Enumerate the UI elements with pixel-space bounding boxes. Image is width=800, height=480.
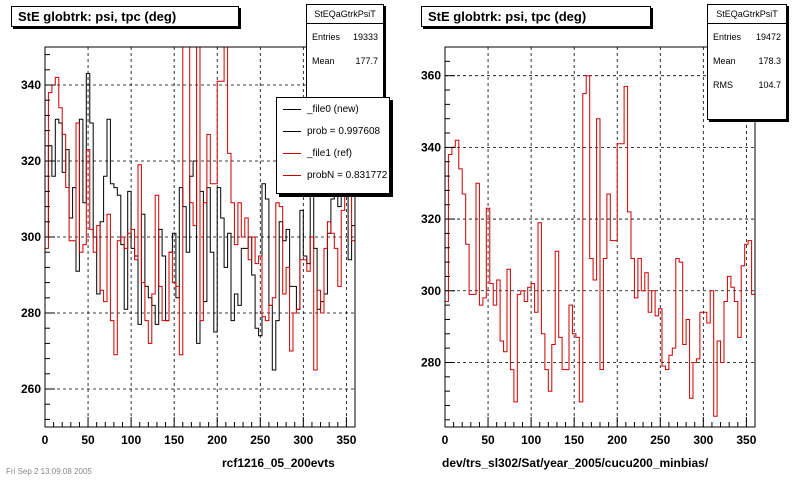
legend-label: prob = 0.997608	[307, 125, 381, 137]
footer-timestamp: Fri Sep 2 13:09:08 2005	[6, 467, 92, 476]
x-tick-label: 300	[293, 433, 313, 447]
x-tick-label: 250	[250, 433, 270, 447]
y-tick-label: 280	[421, 355, 441, 369]
x-tick-label: 200	[207, 433, 227, 447]
x-tick-label: 150	[164, 433, 184, 447]
legend: _file0 (new) prob = 0.997608 _file1 (ref…	[276, 97, 390, 194]
y-tick-label: 260	[21, 382, 41, 396]
x-tick-label: 100	[121, 433, 141, 447]
y-tick-label: 280	[21, 306, 41, 320]
legend-item: probN = 0.831772	[277, 164, 389, 186]
legend-item: prob = 0.997608	[277, 120, 389, 142]
stats-box-left: StEQaGtrkPsiT Entries 19333 Mean 177.7	[306, 4, 384, 101]
stats-mean-label: Mean	[312, 56, 335, 66]
chart-title-right: StE globtrk: psi, tpc (deg)	[421, 6, 651, 27]
y-tick-label: 320	[421, 212, 441, 226]
legend-item: _file1 (ref)	[277, 142, 389, 164]
histogram-series-ref	[445, 75, 755, 417]
legend-label: _file1 (ref)	[307, 147, 353, 159]
y-tick-label: 340	[21, 78, 41, 92]
y-tick-label: 360	[421, 69, 441, 83]
stats-entries-label: Entries	[312, 32, 341, 42]
stats-rms-label: RMS	[713, 80, 733, 90]
x-axis-title-left: rcf1216_05_200evts	[222, 456, 335, 470]
x-tick-label: 100	[521, 433, 541, 447]
stats-entries-value: 19472	[755, 32, 781, 42]
y-tick-label: 340	[421, 140, 441, 154]
x-tick-label: 350	[336, 433, 356, 447]
x-tick-label: 250	[650, 433, 670, 447]
x-tick-label: 0	[442, 433, 449, 447]
chart-title-left: StE globtrk: psi, tpc (deg)	[11, 6, 239, 27]
legend-label: probN = 0.831772	[307, 169, 388, 181]
x-tick-label: 300	[693, 433, 713, 447]
stats-entries-value: 19333	[352, 32, 378, 42]
histogram-series-ref	[45, 47, 355, 371]
y-tick-label: 320	[21, 154, 41, 168]
stats-name: StEQaGtrkPsiT	[708, 5, 786, 24]
histogram-series-new	[45, 73, 355, 371]
stats-mean-value: 177.7	[355, 56, 378, 66]
x-axis-title-right: dev/trs_sl302/Sat/year_2005/cucu200_minb…	[442, 456, 709, 470]
x-tick-label: 50	[481, 433, 495, 447]
x-tick-label: 200	[607, 433, 627, 447]
stats-mean-label: Mean	[713, 56, 736, 66]
legend-label: _file0 (new)	[307, 103, 359, 115]
stats-mean-value: 178.3	[758, 56, 781, 66]
x-tick-label: 150	[564, 433, 584, 447]
stats-name: StEQaGtrkPsiT	[307, 5, 383, 24]
x-tick-label: 0	[42, 433, 49, 447]
x-tick-label: 350	[736, 433, 756, 447]
legend-item: _file0 (new)	[277, 98, 389, 120]
stats-entries-label: Entries	[713, 32, 742, 42]
stats-rms-value: 104.7	[758, 80, 781, 90]
x-tick-label: 50	[81, 433, 95, 447]
stats-box-right: StEQaGtrkPsiT Entries 19472 Mean 178.3 RMS…	[707, 4, 787, 120]
y-tick-label: 300	[21, 230, 41, 244]
y-tick-label: 300	[421, 284, 441, 298]
